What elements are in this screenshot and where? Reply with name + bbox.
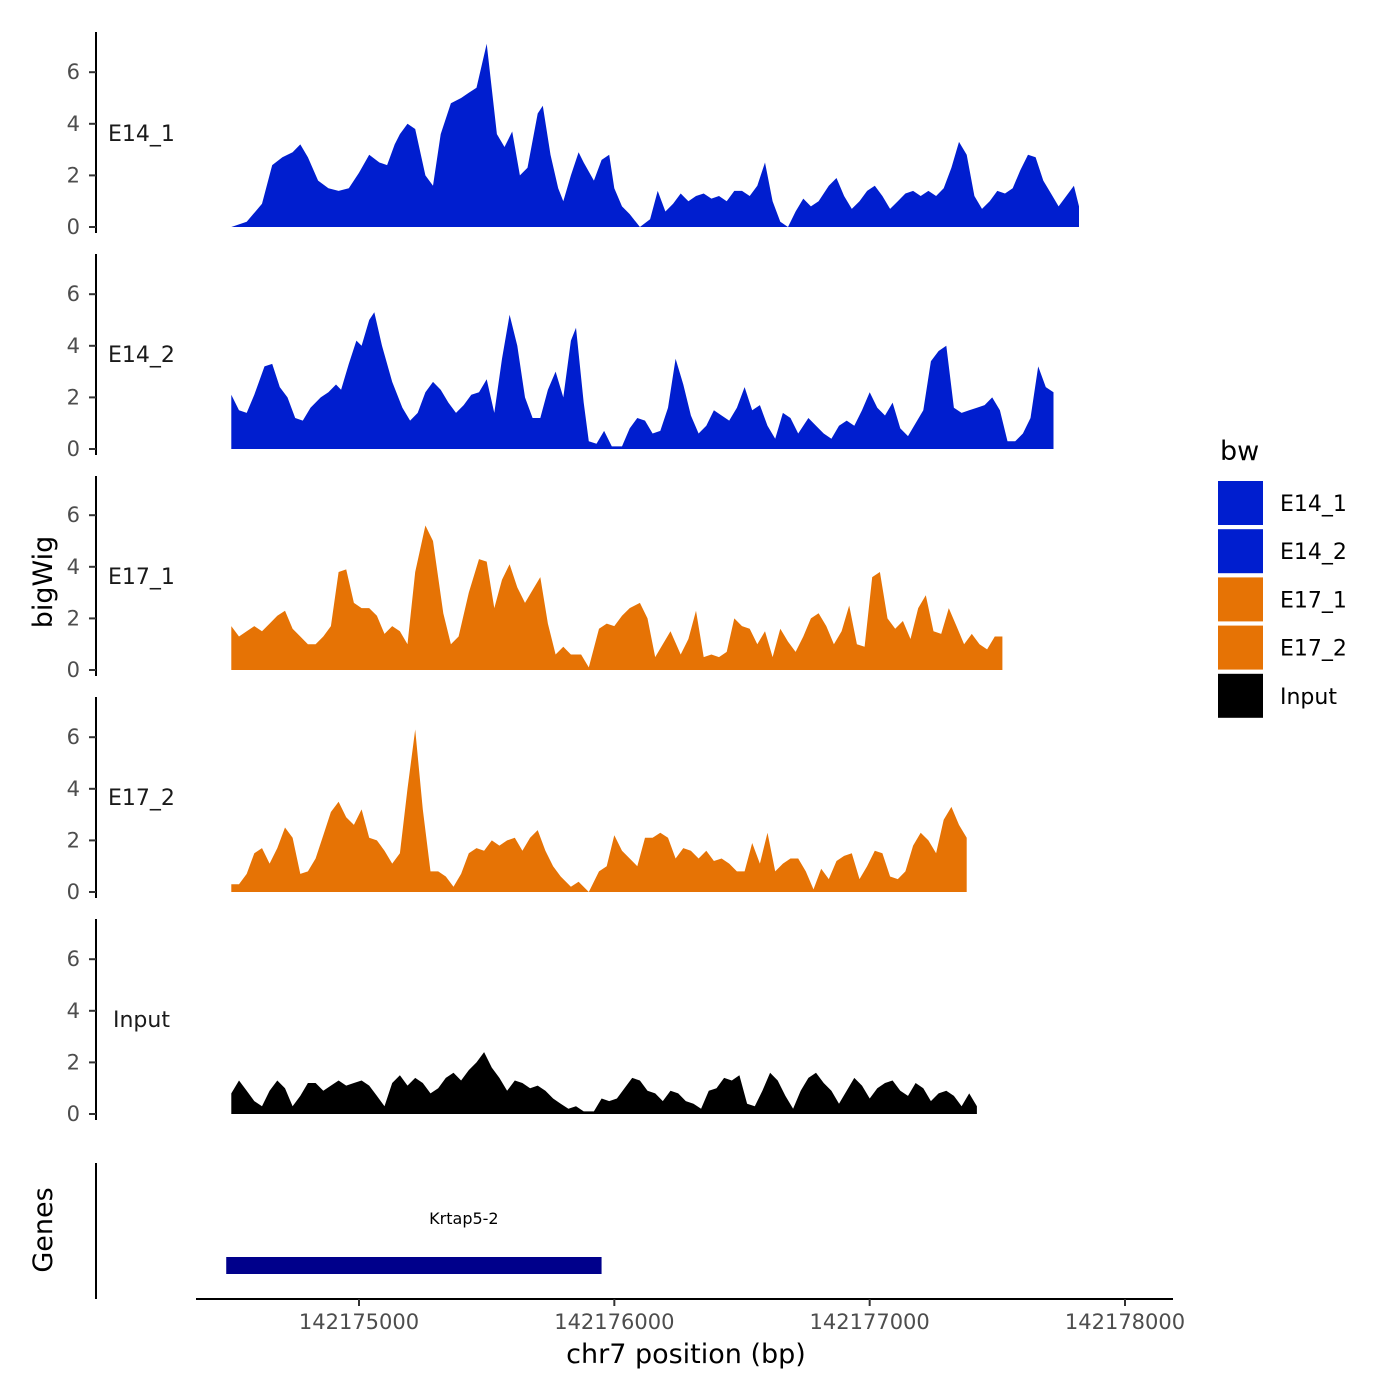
y-tick-label: 6 (67, 503, 80, 527)
tracks-group: 0 2 4 6 E14_1 0 2 4 6 E14_2 0 2 4 6 E17_1 0 2 4 6 E17_2 0 2 4 6… (67, 32, 1080, 1126)
y-tick-label: 4 (67, 334, 80, 358)
area-e14-1 (231, 43, 1080, 227)
legend-key (1218, 625, 1263, 670)
area-input (231, 1052, 977, 1114)
y-tick-label: 0 (67, 1102, 80, 1126)
y-tick-label: 4 (67, 555, 80, 579)
track-label: Input (113, 1008, 170, 1033)
genes-group: Krtap5-2 (226, 1209, 602, 1274)
track-e14-1: 0 2 4 6 E14_1 (67, 32, 1080, 239)
area-e17-2 (231, 729, 967, 892)
y-tick-label: 6 (67, 282, 80, 306)
y-tick-label: 0 (67, 437, 80, 461)
legend-label: E17_2 (1280, 637, 1347, 662)
legend-title: bw (1220, 436, 1259, 467)
legend-key (1218, 673, 1263, 718)
track-e14-2: 0 2 4 6 E14_2 (67, 254, 1054, 461)
area-e17-1 (231, 525, 1003, 670)
y-tick-label: 2 (67, 163, 80, 187)
y-axis-title: bigWig (28, 536, 59, 629)
x-tick-label: 142176000 (554, 1310, 674, 1334)
y-tick-label: 6 (67, 725, 80, 749)
y-tick-label: 0 (67, 658, 80, 682)
y-tick-label: 6 (67, 60, 80, 84)
x-tick-label: 142177000 (810, 1310, 930, 1334)
legend-key (1218, 577, 1263, 622)
track-label: E17_1 (108, 565, 175, 590)
y-tick-label: 0 (67, 880, 80, 904)
legend-label: E17_1 (1280, 588, 1347, 613)
area-e14-2 (231, 312, 1054, 449)
track-label: E14_1 (108, 122, 175, 147)
legend-label: E14_1 (1280, 492, 1347, 517)
track-label: E17_2 (108, 786, 175, 811)
x-tick-label: 142175000 (299, 1310, 419, 1334)
track-label: E14_2 (108, 343, 175, 368)
y-tick-label: 2 (67, 1050, 80, 1074)
legend-label: E14_2 (1280, 540, 1347, 565)
y-tick-label: 0 (67, 215, 80, 239)
x-axis-title: chr7 position (bp) (566, 1339, 806, 1370)
genes-axis-title: Genes (28, 1187, 59, 1272)
y-tick-label: 4 (67, 112, 80, 136)
y-tick-label: 2 (67, 385, 80, 409)
track-input: 0 2 4 6 Input (67, 919, 977, 1126)
y-tick-label: 4 (67, 777, 80, 801)
x-tick-label: 142178000 (1065, 1310, 1185, 1334)
track-e17-1: 0 2 4 6 E17_1 (67, 476, 1003, 682)
legend-key (1218, 529, 1263, 574)
x-ticks-group: 142175000 142176000 142177000 142178000 (299, 1299, 1185, 1334)
y-tick-label: 2 (67, 606, 80, 630)
track-e17-2: 0 2 4 6 E17_2 (67, 697, 967, 904)
y-tick-label: 6 (67, 947, 80, 971)
gene-label: Krtap5-2 (429, 1209, 498, 1228)
legend-label: Input (1280, 685, 1337, 710)
legend-key (1218, 481, 1263, 525)
y-tick-label: 2 (67, 828, 80, 852)
legend: bw E14_1 E14_2 E17_1 E17_2 Input (1218, 436, 1347, 718)
y-tick-label: 4 (67, 999, 80, 1023)
gene-body (226, 1257, 602, 1274)
